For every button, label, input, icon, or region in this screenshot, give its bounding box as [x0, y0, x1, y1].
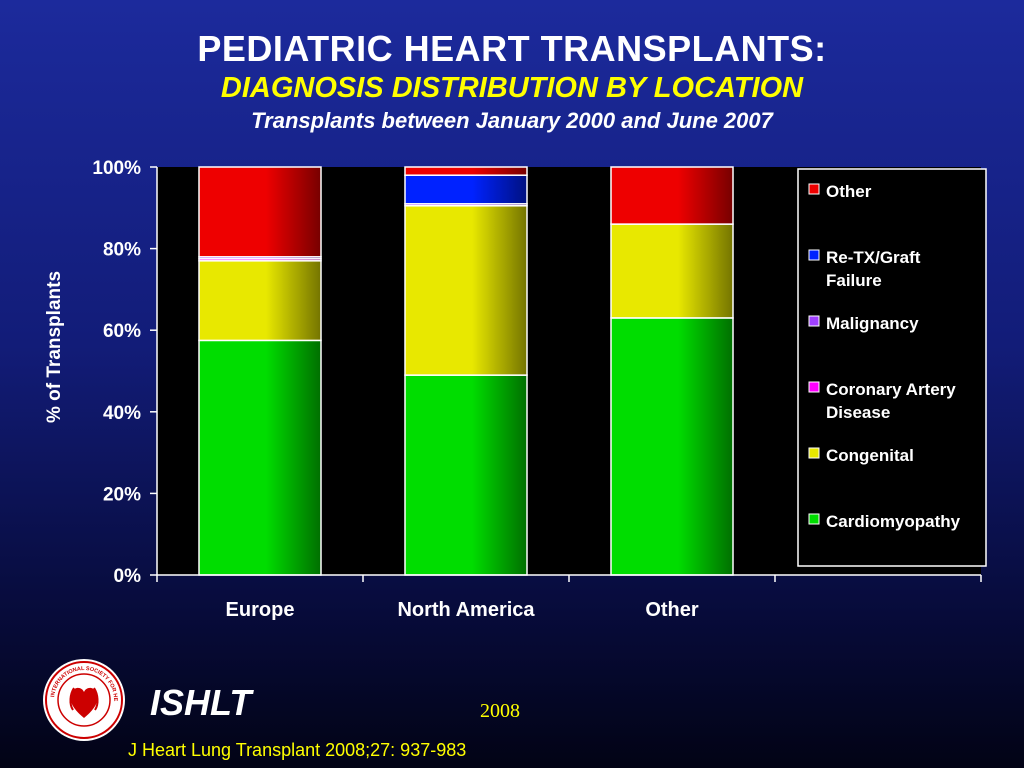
legend-label-other: Other	[826, 182, 872, 201]
legend-box	[797, 168, 987, 567]
citation: J Heart Lung Transplant 2008;27: 937-983	[128, 740, 467, 760]
y-tick-label: 20%	[103, 484, 141, 505]
legend-label-coronary-artery-disease: Coronary Artery Disease	[826, 380, 956, 422]
brand-label: ISHLT	[150, 682, 252, 723]
x-tick-label-north-america: North America	[397, 599, 535, 621]
chart-date-range: Transplants between January 2000 and Jun…	[251, 108, 773, 133]
bar-north-america-other	[404, 166, 528, 176]
year-label: 2008	[480, 700, 520, 722]
legend: Other Re-TX/Graft Failure Malignancy Coronar…	[797, 168, 987, 567]
bars-group: Europe North America Other	[198, 166, 734, 621]
legend-swatch-congenital	[808, 447, 820, 459]
legend-swatch-malignancy	[808, 315, 820, 327]
chart-title: PEDIATRIC HEART TRANSPLANTS:	[197, 28, 827, 69]
y-tick-label: 80%	[103, 240, 141, 261]
legend-label-cardiomyopathy: Cardiomyopathy	[826, 512, 961, 531]
bar-europe-other	[198, 166, 322, 258]
bar-north-america-re-tx-graft-failure	[404, 174, 528, 205]
legend-swatch-cardiomyopathy	[808, 513, 820, 525]
legend-label-congenital: Congenital	[826, 446, 914, 465]
bar-other-other	[610, 166, 734, 225]
y-axis-label: % of Transplants	[44, 271, 65, 423]
bar-other-congenital	[610, 223, 734, 319]
x-tick-label-europe: Europe	[226, 599, 295, 621]
bar-other-cardiomyopathy	[610, 317, 734, 576]
bar-europe-congenital	[198, 260, 322, 342]
ishlt-logo: INTERNATIONAL SOCIETY FOR HEART & LUNG T…	[42, 658, 125, 741]
y-tick-label: 40%	[103, 403, 141, 424]
axes-group: 0% 20% 40% 60% 80% 100%	[92, 158, 982, 587]
legend-swatch-coronary-artery-disease	[808, 381, 820, 393]
chart-subtitle: DIAGNOSIS DISTRIBUTION BY LOCATION	[220, 72, 804, 104]
legend-swatch-re-tx-graft-failure	[808, 249, 820, 261]
y-tick-label: 100%	[92, 158, 141, 179]
bar-europe-cardiomyopathy	[198, 339, 322, 576]
legend-swatch-other	[808, 183, 820, 195]
legend-label-re-tx-graft-failure: Re-TX/Graft Failure	[826, 248, 921, 290]
y-tick-label: 60%	[103, 321, 141, 342]
bar-north-america-cardiomyopathy	[404, 374, 528, 576]
y-tick-label: 0%	[114, 566, 142, 587]
x-tick-label-other: Other	[645, 599, 699, 621]
legend-label-malignancy: Malignancy	[826, 314, 919, 333]
bar-north-america-congenital	[404, 205, 528, 376]
